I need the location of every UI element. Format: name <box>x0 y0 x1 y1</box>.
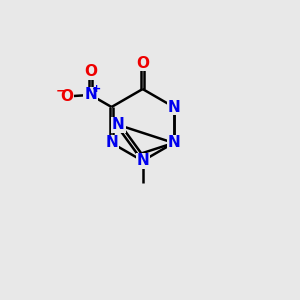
Text: N: N <box>167 135 180 150</box>
Text: N: N <box>84 87 97 102</box>
Text: +: + <box>92 84 101 94</box>
Text: N: N <box>112 118 125 133</box>
Text: N: N <box>136 153 149 168</box>
Text: O: O <box>61 89 74 104</box>
Text: −: − <box>56 85 66 98</box>
Text: N: N <box>105 135 118 150</box>
Text: O: O <box>136 56 149 70</box>
Text: O: O <box>84 64 97 80</box>
Text: N: N <box>167 100 180 115</box>
